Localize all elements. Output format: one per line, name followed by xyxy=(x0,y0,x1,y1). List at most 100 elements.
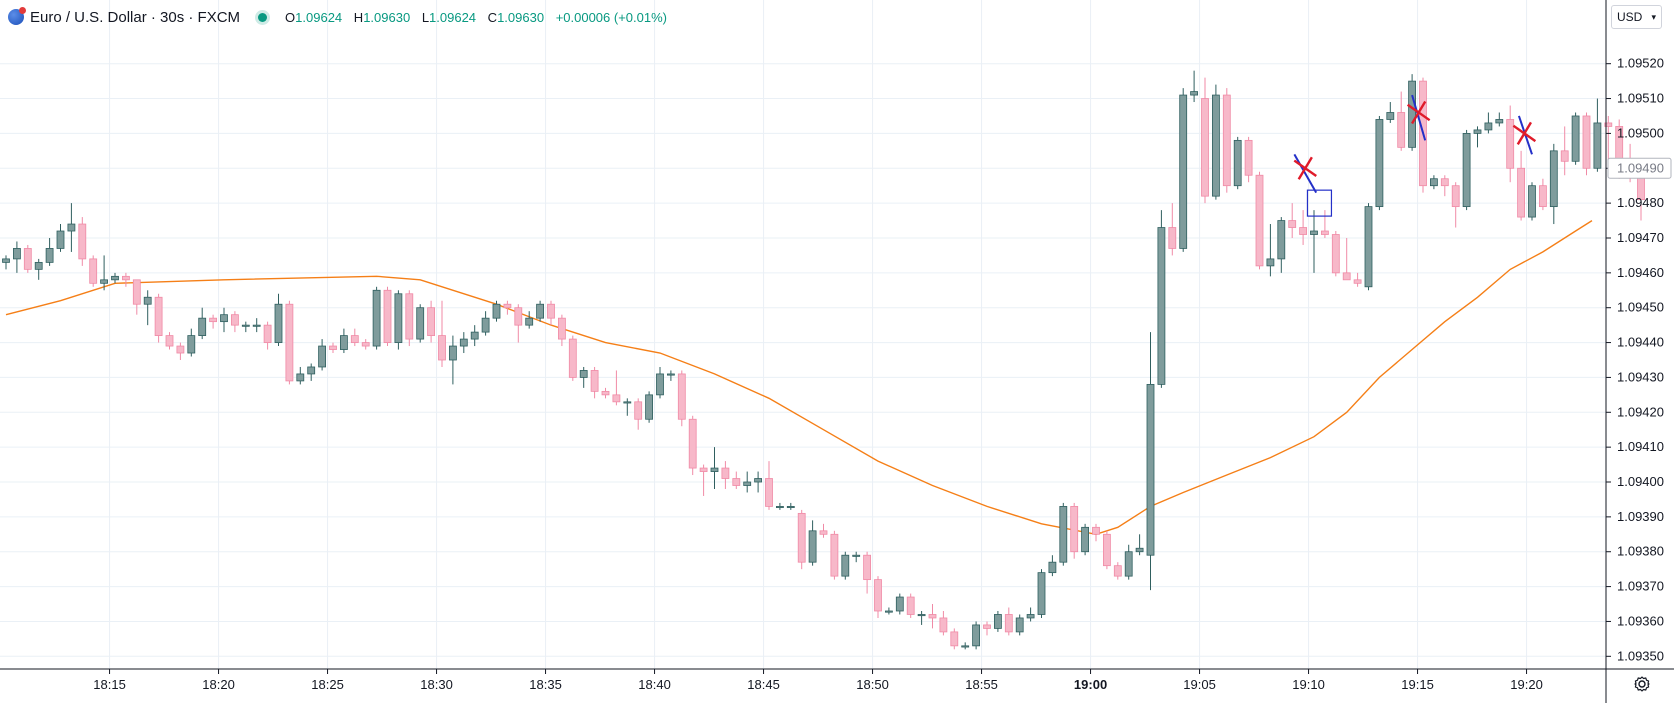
x-tick-label: 18:55 xyxy=(965,677,998,692)
x-marker xyxy=(1293,153,1318,194)
x-tick-label: 18:45 xyxy=(747,677,780,692)
candle-up xyxy=(1473,126,1482,148)
candle-down xyxy=(634,398,643,430)
candle-body xyxy=(699,467,708,472)
candle-up xyxy=(1026,607,1035,622)
candle-up xyxy=(1179,88,1188,252)
candle-down xyxy=(1353,272,1362,287)
candle-up xyxy=(1593,98,1602,172)
candle-down xyxy=(950,628,959,650)
candles-layer xyxy=(2,70,1645,650)
candle-body xyxy=(1582,115,1591,169)
candle-up xyxy=(220,307,228,333)
candle-up xyxy=(339,328,348,354)
chart-legend: Euro / U.S. Dollar · 30s · FXCM O1.09624… xyxy=(8,6,675,28)
candle-down xyxy=(1222,88,1231,193)
candle-down xyxy=(601,387,610,399)
candle-body xyxy=(721,467,730,479)
candle-down xyxy=(1440,175,1449,197)
y-tick-label: 1.09400 xyxy=(1617,474,1664,489)
candle-up xyxy=(1571,112,1580,165)
drawings-layer[interactable] xyxy=(1293,94,1537,217)
candle-body xyxy=(1364,206,1373,288)
candle-down xyxy=(590,366,599,399)
x-tick-label: 18:35 xyxy=(529,677,562,692)
candle-body xyxy=(296,373,305,382)
candle-body xyxy=(1081,526,1089,553)
candle-body xyxy=(819,530,828,535)
candle-body xyxy=(972,624,980,647)
open-key: O xyxy=(285,9,296,25)
candle-body xyxy=(928,614,937,619)
candle-down xyxy=(928,604,937,629)
candle-body xyxy=(797,512,806,563)
candle-body xyxy=(1321,230,1329,235)
x-tick-label: 18:40 xyxy=(638,677,671,692)
candle-body xyxy=(743,481,752,486)
candle-up xyxy=(252,318,261,333)
currency-flag-icon[interactable] xyxy=(8,7,26,25)
candle-body xyxy=(274,303,283,343)
candle-body xyxy=(525,317,534,326)
candle-down xyxy=(503,300,512,315)
candle-down xyxy=(797,509,806,570)
candle-down xyxy=(438,300,446,367)
candle-body xyxy=(885,610,893,613)
x-tick-label: 18:50 xyxy=(856,677,889,692)
candle-up xyxy=(372,286,381,350)
candle-body xyxy=(448,345,457,361)
candle-body xyxy=(808,530,817,563)
candle-up xyxy=(841,551,850,580)
candle-body xyxy=(1331,234,1340,274)
candle-body xyxy=(394,293,403,343)
candle-down xyxy=(558,314,566,347)
candle-up xyxy=(667,370,675,381)
currency-value: USD xyxy=(1617,10,1643,24)
candle-down xyxy=(1201,77,1209,204)
candle-up xyxy=(459,332,468,354)
candle-up xyxy=(2,255,10,270)
candle-body xyxy=(318,345,327,368)
candle-body xyxy=(350,335,359,343)
currency-select[interactable]: USD ▾ xyxy=(1611,5,1662,29)
candle-body xyxy=(1451,185,1460,208)
candle-body xyxy=(579,370,588,378)
candle-down xyxy=(1582,112,1591,176)
candle-body xyxy=(67,223,76,232)
x-tick-label: 19:20 xyxy=(1510,677,1543,692)
last-price-label: 1.09490 xyxy=(1617,160,1664,175)
candle-body xyxy=(1201,98,1209,197)
candle-up xyxy=(492,300,501,322)
candle-body xyxy=(1430,178,1438,187)
candle-down xyxy=(699,464,708,496)
candle-body xyxy=(307,366,316,375)
candle-body xyxy=(459,338,468,347)
candle-down xyxy=(23,244,32,273)
settings-button[interactable] xyxy=(1632,674,1652,694)
candle-body xyxy=(176,345,185,354)
candle-body xyxy=(1517,167,1525,218)
candle-up xyxy=(241,321,250,333)
candle-up xyxy=(1266,224,1275,277)
candle-up xyxy=(1310,210,1318,273)
y-tick-label: 1.09350 xyxy=(1617,648,1664,663)
candle-body xyxy=(12,248,21,260)
candle-body xyxy=(590,370,599,392)
candle-body xyxy=(209,317,218,323)
candle-down xyxy=(1070,502,1079,559)
candle-body xyxy=(776,506,784,509)
symbol-title[interactable]: Euro / U.S. Dollar · 30s · FXCM xyxy=(30,8,241,26)
candle-up xyxy=(1157,210,1166,388)
candle-up xyxy=(776,502,784,510)
candle-body xyxy=(1571,115,1580,162)
y-tick-label: 1.09410 xyxy=(1617,439,1664,454)
x-tick-label: 18:15 xyxy=(93,677,126,692)
x-marker xyxy=(1512,115,1537,155)
candle-down xyxy=(1560,126,1569,176)
change-value: +0.00006 (+0.01%) xyxy=(555,9,667,25)
candle-up xyxy=(895,593,904,615)
candle-body xyxy=(874,579,882,612)
marker-stroke xyxy=(1411,100,1427,125)
y-tick-label: 1.09470 xyxy=(1617,230,1664,245)
